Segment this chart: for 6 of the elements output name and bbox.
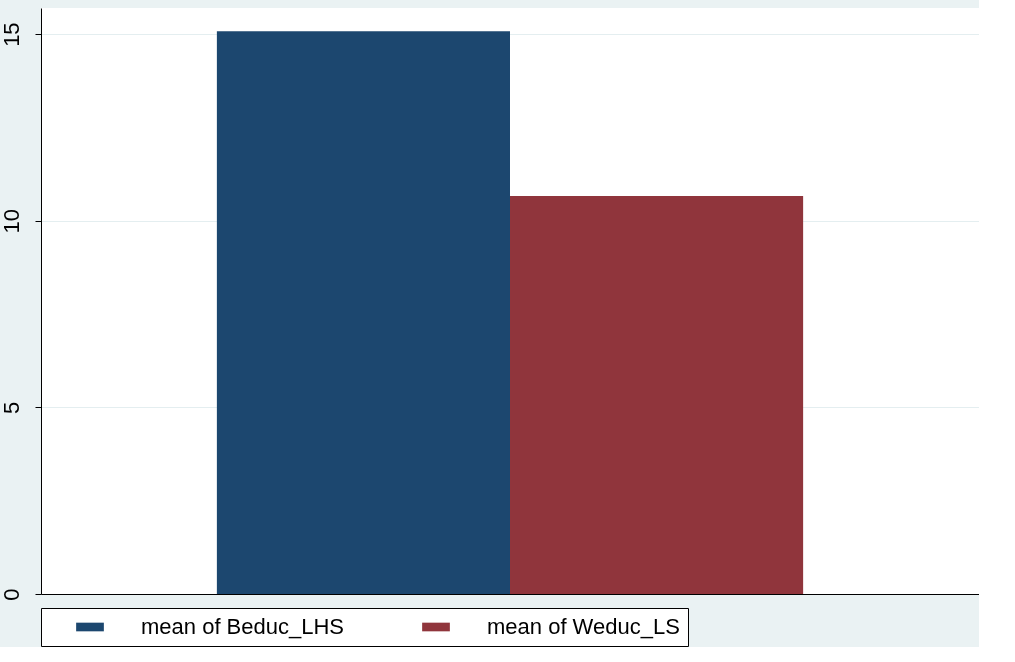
legend-label: mean of Beduc_LHS (141, 614, 345, 639)
y-tick-label: 0 (0, 588, 24, 601)
legend-label: mean of Weduc_LS (487, 614, 680, 639)
y-tick-label: 5 (0, 401, 24, 414)
y-tick-label: 15 (0, 22, 24, 47)
y-tick-label: 10 (0, 209, 24, 234)
